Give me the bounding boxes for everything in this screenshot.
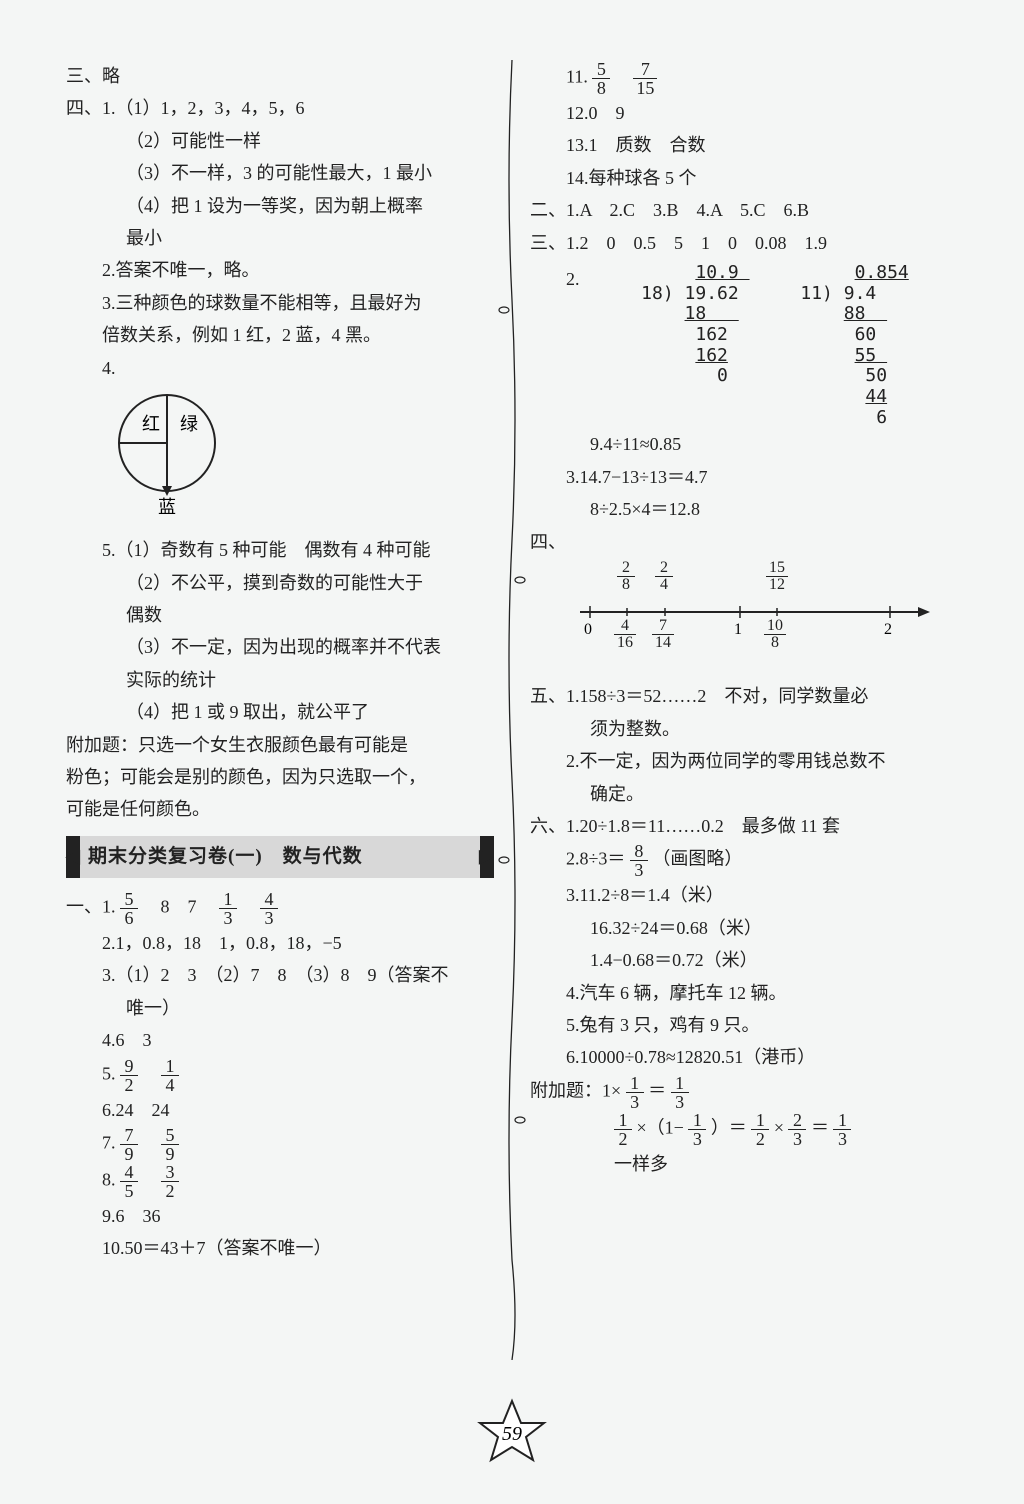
- text: （4）把 1 或 9 取出，就公平了: [66, 696, 494, 728]
- text: 5.兔有 3 只，鸡有 9 只。: [530, 1009, 958, 1041]
- text: 11. 58 715: [530, 60, 958, 97]
- text: 二、1.A 2.C 3.B 4.A 5.C 6.B: [530, 194, 958, 226]
- text: 四、1.（1）1，2，3，4，5，6: [66, 92, 494, 124]
- text: 3.14.7−13÷13＝4.7: [530, 461, 958, 493]
- pie-chart: 红 绿 蓝: [66, 388, 494, 528]
- text: 2.答案不唯一，略。: [66, 254, 494, 286]
- text: 3.（1）2 3 （2）7 8 （3）8 9（答案不: [66, 959, 494, 991]
- text: 8÷2.5×4＝12.8: [530, 493, 958, 525]
- text: 2.8÷3＝ 83 （画图略）: [530, 842, 958, 879]
- text: 唯一）: [66, 992, 494, 1024]
- text: 附加题：1× 13 ＝ 13: [530, 1074, 958, 1111]
- text: 2.: [566, 263, 580, 295]
- text: 五、1.158÷3＝52……2 不对，同学数量必: [530, 680, 958, 712]
- text: 9.6 36: [66, 1200, 494, 1232]
- long-division-1: 10.9 18) 19.62 18 162 162 0: [620, 263, 750, 387]
- text: 三、略: [66, 60, 494, 92]
- text: 2.不一定，因为两位同学的零用钱总数不: [530, 745, 958, 777]
- page-number: 59: [502, 1423, 522, 1445]
- svg-text:0: 0: [584, 621, 592, 638]
- text: 3.三种颜色的球数量不能相等，且最好为: [66, 287, 494, 319]
- text: （3）不一样，3 的可能性最大，1 最小: [66, 157, 494, 189]
- long-division-2: 0.854 11) 9.4 88 60 55 50 44 6: [790, 263, 909, 429]
- text: （2）可能性一样: [66, 125, 494, 157]
- section-header: 期末分类复习卷(一) 数与代数: [66, 836, 494, 878]
- text: 7. 79 59: [66, 1126, 494, 1163]
- text: 14.每种球各 5 个: [530, 162, 958, 194]
- text: 16.32÷24＝0.68（米）: [530, 912, 958, 944]
- text: （2）不公平，摸到奇数的可能性大于: [66, 567, 494, 599]
- text: 4.: [66, 352, 494, 384]
- text: 粉色；可能会是别的颜色，因为只选取一个，: [66, 761, 494, 793]
- text: 2.1，0.8，18 1，0.8，18，−5: [66, 927, 494, 959]
- text: 13.1 质数 合数: [530, 129, 958, 161]
- text: 附加题：只选一个女生衣服颜色最有可能是: [66, 729, 494, 761]
- text: 9.4÷11≈0.85: [530, 428, 958, 460]
- text: 须为整数。: [530, 713, 958, 745]
- text: 三、1.2 0 0.5 5 1 0 0.08 1.9: [530, 227, 958, 259]
- text: 4.汽车 6 辆，摩托车 12 辆。: [530, 977, 958, 1009]
- page-number-star: 59: [476, 1397, 548, 1474]
- text: 1.4−0.68＝0.72（米）: [530, 944, 958, 976]
- text: （3）不一定，因为出现的概率并不代表: [66, 631, 494, 663]
- numberline: 0 1 2 28 24 1512 416 714 108: [570, 564, 958, 664]
- pie-label-green: 绿: [180, 414, 198, 434]
- pie-label-red: 红: [142, 414, 160, 434]
- text: 四、: [530, 526, 958, 558]
- text: 实际的统计: [66, 664, 494, 696]
- numberline-block: 四、 0 1 2 28: [530, 526, 958, 665]
- text: 6.24 24: [66, 1094, 494, 1126]
- text: 12.0 9: [530, 97, 958, 129]
- text: 6.10000÷0.78≈12820.51（港币）: [530, 1041, 958, 1073]
- text: 倍数关系，例如 1 红，2 蓝，4 黑。: [66, 319, 494, 351]
- text: 5.（1）奇数有 5 种可能 偶数有 4 种可能: [66, 534, 494, 566]
- text: 5. 92 14: [66, 1057, 494, 1094]
- text: 确定。: [530, 778, 958, 810]
- svg-text:2: 2: [884, 621, 892, 638]
- text: 可能是任何颜色。: [66, 793, 494, 825]
- text: 偶数: [66, 599, 494, 631]
- text: 12 ×（1− 13 ）＝ 12 × 23 ＝ 13: [530, 1111, 958, 1148]
- text: 六、1.20÷1.8＝11……0.2 最多做 11 套: [530, 810, 958, 842]
- long-division-group: 2. 10.9 18) 19.62 18 162 162 0 0.854 11)…: [530, 263, 958, 429]
- left-column: 三、略 四、1.（1）1，2，3，4，5，6 （2）可能性一样 （3）不一样，3…: [60, 60, 512, 1404]
- text: 4.6 3: [66, 1024, 494, 1056]
- text: （4）把 1 设为一等奖，因为朝上概率: [66, 190, 494, 222]
- text: 10.50＝43＋7（答案不唯一）: [66, 1232, 494, 1264]
- svg-text:1: 1: [734, 621, 742, 638]
- pie-label-blue: 蓝: [158, 497, 176, 517]
- text: 一、1. 56 8 7 13 43: [66, 890, 494, 927]
- right-column: 11. 58 715 12.0 9 13.1 质数 合数 14.每种球各 5 个…: [512, 60, 964, 1404]
- text: 最小: [66, 222, 494, 254]
- text: 3.11.2÷8＝1.4（米）: [530, 879, 958, 911]
- text: 8. 45 32: [66, 1163, 494, 1200]
- text: 一样多: [530, 1148, 958, 1180]
